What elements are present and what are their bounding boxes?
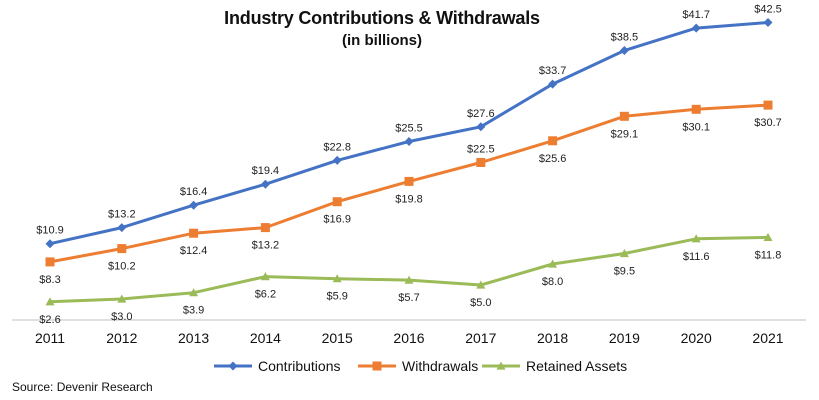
x-axis-ticks: 2011 2012 2013 2014 2015 2016 2017 2018 2019 2020… [35,330,784,346]
data-label: $19.8 [395,193,423,205]
x-tick-label: 2021 [752,330,783,346]
data-point-marker [619,111,629,121]
x-tick-label: 2013 [178,330,209,346]
data-point-marker [763,18,773,27]
data-point-marker [117,294,127,303]
chart-title: Industry Contributions & Withdrawals [224,8,540,28]
data-point-marker [332,155,342,165]
data-point-marker [548,79,558,89]
data-point-marker [117,223,127,233]
data-label: $12.4 [180,245,208,257]
data-label: $11.6 [683,251,710,263]
x-tick-label: 2011 [35,330,65,346]
data-point-marker [404,176,414,186]
data-point-marker [189,228,199,238]
data-label: $5.0 [470,297,491,309]
data-point-marker [691,23,701,33]
data-label: $22.8 [323,141,351,153]
data-point-marker [476,280,486,289]
x-tick-label: 2015 [322,330,353,346]
x-tick-label: 2020 [681,330,712,346]
legend-item: Contributions [214,358,341,374]
x-tick-label: 2017 [465,330,496,346]
data-label: $16.4 [180,186,208,198]
data-point-marker [619,249,629,258]
data-point-marker [691,234,701,243]
data-label: $9.5 [614,266,635,278]
data-label: $8.3 [39,274,60,286]
data-label: $33.7 [539,65,567,77]
legend: Contributions Withdrawals Retained Assets [214,358,627,374]
data-label: $29.1 [611,128,639,140]
legend-swatch-marker [372,361,382,371]
data-point-marker [763,100,773,110]
data-label: $3.9 [183,305,204,317]
legend-item: Withdrawals [358,358,478,374]
chart-subtitle: (in billions) [342,32,422,49]
data-point-marker [260,272,270,281]
data-point-marker [117,244,127,254]
legend-label: Contributions [258,358,341,374]
series-layer: $10.9 $13.2 $16.4 $19.4 $22.8 $25.5 $27.6 $33.7… [36,4,782,326]
x-tick-label: 2012 [106,330,137,346]
data-label: $27.6 [467,108,495,120]
data-label: $3.0 [111,311,132,323]
series-retained-assets: $2.6 $3.0 $3.9 $6.2 $5.9 $5.7 $5.0 $8.0 $9.5 $11.… [39,232,782,326]
data-point-marker [260,179,270,189]
data-label: $25.5 [395,123,423,135]
data-point-marker [548,136,558,146]
data-point-marker [404,137,414,146]
x-tick-label: 2014 [250,330,281,346]
data-label: $5.7 [398,292,419,304]
data-label: $13.2 [252,240,280,252]
data-label: $30.1 [682,121,710,133]
data-label: $10.2 [108,261,136,273]
data-point-marker [260,223,270,233]
x-tick-label: 2019 [609,330,640,346]
data-point-marker [189,200,199,210]
data-label: $11.8 [755,249,782,261]
data-label: $22.5 [467,144,495,156]
data-point-marker [691,104,701,114]
data-label: $16.9 [323,214,351,226]
data-point-marker [332,274,342,283]
data-label: $30.7 [754,117,782,129]
legend-item: Retained Assets [482,358,627,374]
data-label: $38.5 [611,32,639,44]
data-label: $8.0 [542,276,563,288]
data-label: $41.7 [682,9,710,21]
series-withdrawals: $8.3 $10.2 $12.4 $13.2 $16.9 $19.8 $22.5 $25.6 $… [39,100,782,286]
legend-swatch-marker [228,361,238,371]
data-point-marker [189,288,199,297]
data-label: $19.4 [252,165,280,177]
x-tick-label: 2016 [393,330,424,346]
data-point-marker [548,259,558,268]
data-point-marker [332,197,342,207]
data-point-marker [763,232,773,241]
data-point-marker [476,158,486,167]
data-label: $42.5 [754,4,782,16]
data-point-marker [476,122,486,132]
series-contributions: $10.9 $13.2 $16.4 $19.4 $22.8 $25.5 $27.6 $33.7… [36,4,782,249]
data-label: $13.2 [108,209,136,221]
source-note: Source: Devenir Research [12,380,153,394]
legend-label: Withdrawals [402,358,478,374]
data-point-marker [45,239,55,249]
data-label: $25.6 [539,153,567,165]
legend-label: Retained Assets [526,358,627,374]
legend-swatch-marker [496,361,506,370]
data-label: $10.9 [36,225,64,237]
data-label: $2.6 [39,314,60,326]
data-point-marker [404,275,414,284]
data-point-marker [619,46,629,55]
data-label: $5.9 [326,291,347,303]
data-point-marker [45,297,55,306]
data-point-marker [45,257,55,267]
x-tick-label: 2018 [537,330,568,346]
data-label: $6.2 [255,289,276,301]
